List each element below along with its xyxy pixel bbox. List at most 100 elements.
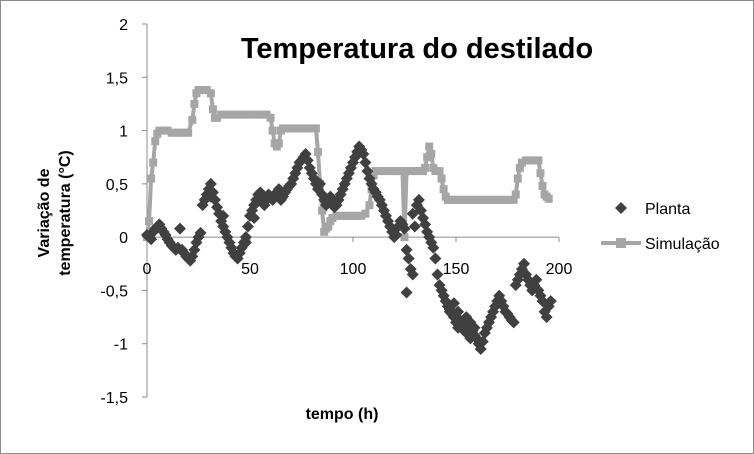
chart-title: Temperatura do destilado (241, 33, 593, 65)
simulacao-point (513, 174, 522, 183)
simulacao-point (262, 110, 271, 119)
simulacao-point (384, 167, 393, 176)
axes (146, 24, 559, 397)
simulacao-point (171, 128, 180, 137)
simulacao-point (233, 110, 242, 119)
series-simulacao (143, 86, 553, 242)
simulacao-point (431, 167, 440, 176)
planta-point (429, 252, 442, 265)
simulacao-point (258, 110, 267, 119)
planta-point (400, 243, 413, 256)
planta-point (256, 197, 269, 210)
simulacao-point (328, 213, 337, 222)
planta-point (400, 286, 413, 299)
simulacao-point (402, 167, 411, 176)
simulacao-point (202, 86, 211, 95)
simulacao-point (198, 86, 207, 95)
simulacao-point (283, 124, 292, 133)
legend-item-planta: Planta (615, 201, 690, 218)
planta-point (184, 254, 197, 267)
simulacao-point (213, 113, 222, 122)
planta-point (390, 229, 403, 242)
simulacao-point (299, 124, 308, 133)
simulacao-point (515, 163, 524, 172)
simulacao-point (287, 124, 296, 133)
simulacao-point (266, 113, 275, 122)
simulacao-point (484, 195, 493, 204)
simulacao-point (388, 167, 397, 176)
x-tick-label: 0 (143, 261, 152, 278)
simulacao-point (217, 110, 226, 119)
simulacao-point (421, 163, 430, 172)
y-tick-label: 1 (119, 124, 128, 141)
simulacao-point (493, 195, 502, 204)
planta-point (540, 311, 553, 324)
x-tick-label: 200 (546, 261, 573, 278)
simulacao-point (303, 124, 312, 133)
simulacao-point (313, 147, 322, 156)
planta-point (452, 305, 465, 318)
simulacao-point (311, 124, 320, 133)
planta-point (517, 257, 530, 270)
simulacao-point (460, 195, 469, 204)
simulacao-point (278, 124, 287, 133)
simulacao-point (163, 126, 172, 135)
simulacao-point (318, 206, 327, 215)
y-tick-label: -1,5 (100, 390, 128, 407)
planta-point (447, 297, 460, 310)
simulacao-point (522, 156, 531, 165)
simulacao-point (254, 110, 263, 119)
simulacao-point (365, 201, 374, 210)
simulacao-point (452, 195, 460, 204)
y-axis-label: Variação de temperatura (°C) (36, 150, 74, 276)
simulacao-point (398, 167, 407, 176)
simulacao-point (517, 158, 526, 167)
simulacao-point (544, 194, 553, 203)
simulacao-point (501, 195, 510, 204)
simulacao-point (375, 167, 384, 176)
planta-point (431, 268, 444, 281)
simulacao-point (175, 128, 184, 137)
planta-point (248, 211, 261, 224)
simulacao-point (194, 86, 203, 95)
simulacao-point (188, 115, 197, 124)
simulacao-point (332, 211, 341, 220)
simulacao-point (427, 150, 436, 159)
series-planta (141, 140, 557, 356)
simulacao-point (530, 156, 539, 165)
simulacao-point (180, 128, 189, 137)
legend-label-simulacao: Simulação (645, 236, 720, 253)
simulacao-point (392, 167, 401, 176)
simulacao-point (371, 167, 380, 176)
simulacao-point (425, 142, 434, 151)
planta-point (530, 273, 543, 286)
planta-point (217, 209, 230, 222)
planta-point (398, 222, 411, 235)
simulacao-point (344, 211, 353, 220)
simulacao-point (295, 124, 304, 133)
planta-point (357, 148, 370, 161)
simulacao-point (336, 211, 345, 220)
simulacao-point (246, 110, 254, 119)
planta-point (314, 177, 327, 190)
simulacao-point (324, 222, 333, 231)
simulacao-point (147, 174, 156, 183)
simulacao-point (476, 195, 485, 204)
simulacao-point (268, 126, 277, 135)
planta-point (507, 316, 520, 329)
simulacao-point (509, 195, 518, 204)
simulacao-point (151, 137, 160, 146)
simulacao-point (536, 169, 545, 178)
planta-point (173, 222, 186, 235)
x-tick-label: 150 (443, 261, 470, 278)
simulacao-point (538, 181, 547, 190)
legend-item-simulacao: Simulação (601, 236, 720, 253)
legend: Planta Simulação (601, 201, 720, 253)
simulacao-point (357, 211, 366, 220)
simulacao-point (480, 195, 489, 204)
y-ticks: 2 1,5 1 0,5 0 -0,5 -1 -1,5 (100, 17, 147, 407)
simulacao-point (361, 209, 370, 218)
y-tick-label: 0,5 (106, 177, 128, 194)
